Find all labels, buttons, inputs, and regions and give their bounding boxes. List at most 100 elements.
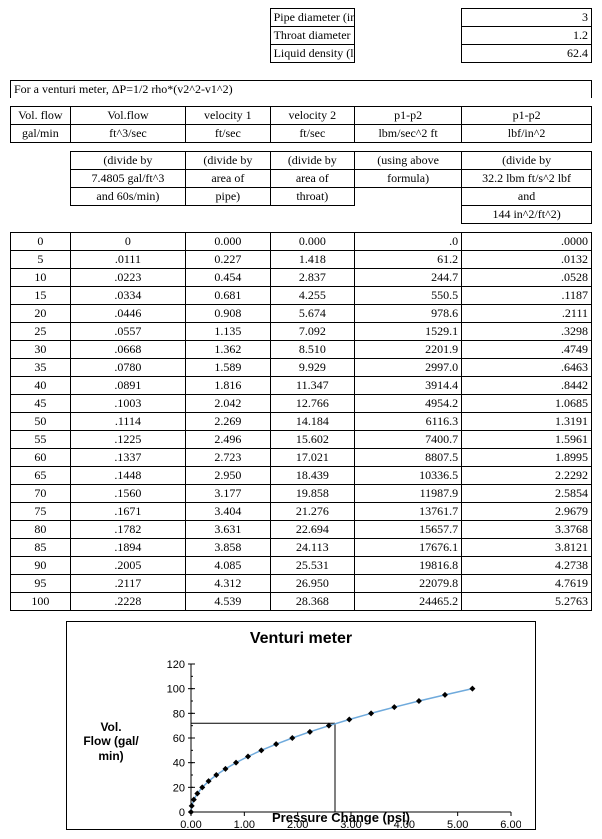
data-cell: 3914.4 — [355, 377, 462, 395]
data-cell: 3.8121 — [462, 539, 592, 557]
data-cell: 2.269 — [186, 413, 270, 431]
chart-title: Venturi meter — [71, 630, 531, 648]
hdr-c2a: Vol.flow — [70, 107, 185, 125]
data-cell: 550.5 — [355, 287, 462, 305]
data-cell: 17.021 — [270, 449, 354, 467]
data-cell: 10 — [11, 269, 71, 287]
data-cell: .4749 — [462, 341, 592, 359]
data-cell: .1003 — [70, 395, 185, 413]
data-cell: 3.3768 — [462, 521, 592, 539]
table-row: 5.01110.2271.41861.2.0132 — [11, 251, 592, 269]
param-density: 62.4 — [462, 45, 592, 63]
data-cell: 5.674 — [270, 305, 354, 323]
data-cell: 19.858 — [270, 485, 354, 503]
svg-text:0: 0 — [179, 807, 185, 819]
data-cell: .2228 — [70, 593, 185, 611]
svg-text:2.00: 2.00 — [287, 819, 308, 831]
data-cell: 0.908 — [186, 305, 270, 323]
data-cell: 2201.9 — [355, 341, 462, 359]
data-cell: 75 — [11, 503, 71, 521]
data-cell: 2.950 — [186, 467, 270, 485]
data-cell: 2.042 — [186, 395, 270, 413]
data-cell: 28.368 — [270, 593, 354, 611]
table-row: 25.05571.1357.0921529.1.3298 — [11, 323, 592, 341]
data-cell: .1114 — [70, 413, 185, 431]
data-cell: 85 — [11, 539, 71, 557]
param-pipe-d: 3 — [462, 9, 592, 27]
data-cell: 18.439 — [270, 467, 354, 485]
data-cell: 3.177 — [186, 485, 270, 503]
table-row: 75.16713.40421.27613761.72.9679 — [11, 503, 592, 521]
svg-text:5.00: 5.00 — [447, 819, 468, 831]
table-row: 45.10032.04212.7664954.21.0685 — [11, 395, 592, 413]
data-cell: 6116.3 — [355, 413, 462, 431]
hdr-c6a: p1-p2 — [462, 107, 592, 125]
data-cell: 35 — [11, 359, 71, 377]
data-cell: 1.362 — [186, 341, 270, 359]
data-cell: 65 — [11, 467, 71, 485]
note-cell: formula) — [355, 170, 462, 188]
svg-text:3.00: 3.00 — [340, 819, 361, 831]
data-cell: 0 — [70, 233, 185, 251]
data-cell: .0334 — [70, 287, 185, 305]
param-density-label: Liquid density (lbm/ft3): — [270, 45, 354, 63]
data-cell: 25.531 — [270, 557, 354, 575]
note-cell: (divide by — [70, 152, 185, 170]
data-cell: 1.135 — [186, 323, 270, 341]
hdr-c6b: lbf/in^2 — [462, 125, 592, 143]
note-cell: 32.2 lbm ft/s^2 lbf — [462, 170, 592, 188]
data-cell: .2005 — [70, 557, 185, 575]
hdr-c2b: ft^3/sec — [70, 125, 185, 143]
data-cell: 2.2292 — [462, 467, 592, 485]
data-cell: .2117 — [70, 575, 185, 593]
table-row: 35.07801.5899.9292997.0.6463 — [11, 359, 592, 377]
data-cell: 0.000 — [186, 233, 270, 251]
data-cell: 2.5854 — [462, 485, 592, 503]
data-cell: 8807.5 — [355, 449, 462, 467]
data-cell: 90 — [11, 557, 71, 575]
data-cell: 2997.0 — [355, 359, 462, 377]
data-cell: 244.7 — [355, 269, 462, 287]
table-row: 100.22284.53928.36824465.25.2763 — [11, 593, 592, 611]
note-cell: 144 in^2/ft^2) — [462, 206, 592, 224]
data-cell: 30 — [11, 341, 71, 359]
data-cell: 15.602 — [270, 431, 354, 449]
note-cell: (divide by — [462, 152, 592, 170]
data-cell: .2111 — [462, 305, 592, 323]
hdr-c5a: p1-p2 — [355, 107, 462, 125]
data-cell: 11987.9 — [355, 485, 462, 503]
table-row: 15.03340.6814.255550.5.1187 — [11, 287, 592, 305]
data-cell: 4.255 — [270, 287, 354, 305]
data-cell: .1782 — [70, 521, 185, 539]
note-cell: 7.4805 gal/ft^3 — [70, 170, 185, 188]
data-cell: 26.950 — [270, 575, 354, 593]
data-cell: 100 — [11, 593, 71, 611]
data-cell: 61.2 — [355, 251, 462, 269]
data-cell: 2.837 — [270, 269, 354, 287]
data-cell: 11.347 — [270, 377, 354, 395]
table-row: 000.0000.000.0.0000 — [11, 233, 592, 251]
data-cell: 25 — [11, 323, 71, 341]
data-cell: .0223 — [70, 269, 185, 287]
table-row: 60.13372.72317.0218807.51.8995 — [11, 449, 592, 467]
note-cell: throat) — [270, 188, 354, 206]
data-cell: 17676.1 — [355, 539, 462, 557]
note-cell: (divide by — [270, 152, 354, 170]
svg-text:1.00: 1.00 — [234, 819, 255, 831]
data-cell: 12.766 — [270, 395, 354, 413]
data-cell: 3.858 — [186, 539, 270, 557]
table-row: 80.17823.63122.69415657.73.3768 — [11, 521, 592, 539]
data-cell: .1337 — [70, 449, 185, 467]
data-cell: 40 — [11, 377, 71, 395]
table-row: 65.14482.95018.43910336.52.2292 — [11, 467, 592, 485]
data-cell: .1671 — [70, 503, 185, 521]
hdr-c3a: velocity 1 — [186, 107, 270, 125]
data-cell: 0.000 — [270, 233, 354, 251]
note-cell: (using above — [355, 152, 462, 170]
svg-text:6.00: 6.00 — [500, 819, 521, 831]
data-cell: 0.227 — [186, 251, 270, 269]
svg-text:20: 20 — [173, 782, 185, 794]
data-cell: 4.539 — [186, 593, 270, 611]
data-cell: 19816.8 — [355, 557, 462, 575]
data-cell: 95 — [11, 575, 71, 593]
